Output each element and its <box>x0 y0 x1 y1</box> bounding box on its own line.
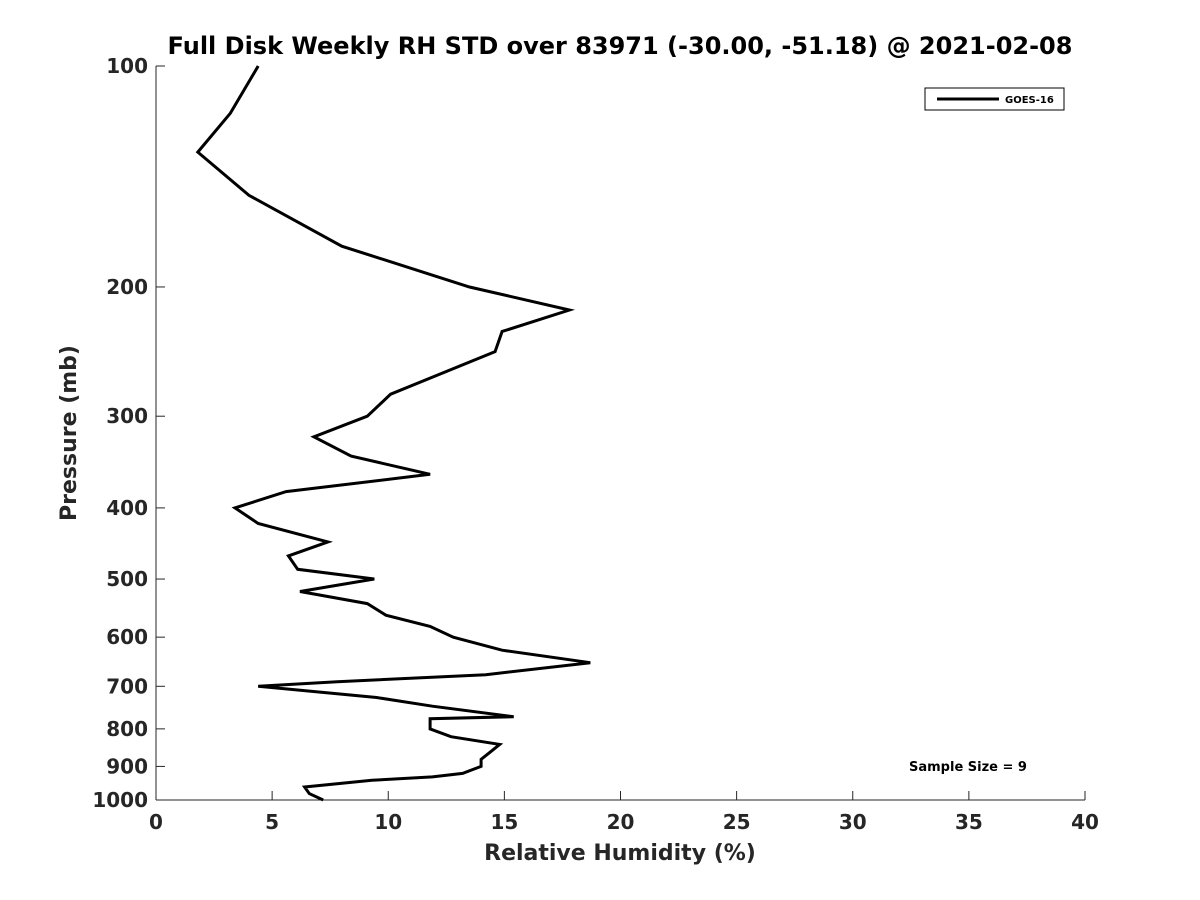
y-tick-label: 500 <box>106 567 148 591</box>
x-tick-label: 15 <box>490 810 518 834</box>
chart-title: Full Disk Weekly RH STD over 83971 (-30.… <box>168 32 1073 60</box>
x-tick-label: 10 <box>374 810 402 834</box>
x-tick-label: 35 <box>955 810 983 834</box>
y-tick-label: 300 <box>106 404 148 428</box>
y-tick-label: 800 <box>106 717 148 741</box>
series-line-goes-16 <box>195 65 591 802</box>
x-tick-label: 0 <box>149 810 163 834</box>
x-axis-label: Relative Humidity (%) <box>484 841 756 866</box>
axes: 0 5 10 15 20 25 30 35 40 100 200 300 400 500 600 700 800… <box>92 54 1099 834</box>
y-tick-label: 600 <box>106 625 148 649</box>
x-tick-label: 40 <box>1071 810 1099 834</box>
y-tick-label: 900 <box>106 754 148 778</box>
sample-size-annotation: Sample Size = 9 <box>909 760 1027 775</box>
x-tick-label: 30 <box>839 810 867 834</box>
legend-label: GOES-16 <box>1005 95 1054 106</box>
y-axis-label: Pressure (mb) <box>57 345 82 521</box>
y-tick-label: 100 <box>106 54 148 78</box>
legend: GOES-16 <box>924 87 1065 111</box>
y-tick-label: 400 <box>106 496 148 520</box>
x-tick-label: 5 <box>265 810 279 834</box>
y-tick-label: 700 <box>106 674 148 698</box>
x-tick-label: 25 <box>723 810 751 834</box>
x-tick-label: 20 <box>607 810 635 834</box>
y-tick-label: 1000 <box>92 788 148 812</box>
y-tick-label: 200 <box>106 275 148 299</box>
